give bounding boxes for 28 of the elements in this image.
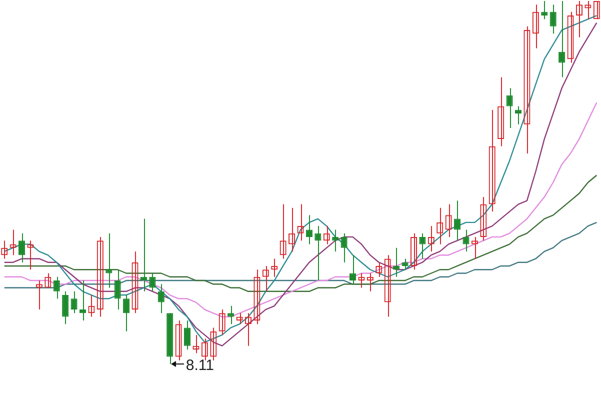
candlestick (18, 232, 26, 263)
candlestick (306, 214, 312, 245)
candlestick (53, 276, 60, 300)
candlestick (62, 290, 69, 325)
candlestick (402, 258, 408, 270)
candlestick (454, 200, 461, 242)
candlestick (114, 269, 121, 310)
candlestick (158, 284, 164, 314)
candlestick (106, 232, 112, 288)
candlestick (340, 232, 348, 263)
candlestick (506, 88, 513, 129)
candlestick (140, 218, 147, 292)
candlestick (541, 0, 548, 20)
annotation: 8.11 (186, 357, 214, 374)
candlestick (228, 305, 234, 325)
candlestick (419, 232, 426, 260)
candlestick (550, 4, 556, 34)
candlestick (314, 226, 322, 282)
candlestick (514, 106, 522, 125)
candlestick (70, 290, 78, 314)
candlestick (79, 280, 86, 321)
candlestick (393, 247, 400, 278)
candlestick (184, 320, 191, 350)
candlestick (349, 254, 356, 285)
candlestick (123, 294, 130, 332)
candlestick (332, 229, 339, 252)
candlestick (558, 0, 566, 78)
candlestick (462, 229, 470, 252)
